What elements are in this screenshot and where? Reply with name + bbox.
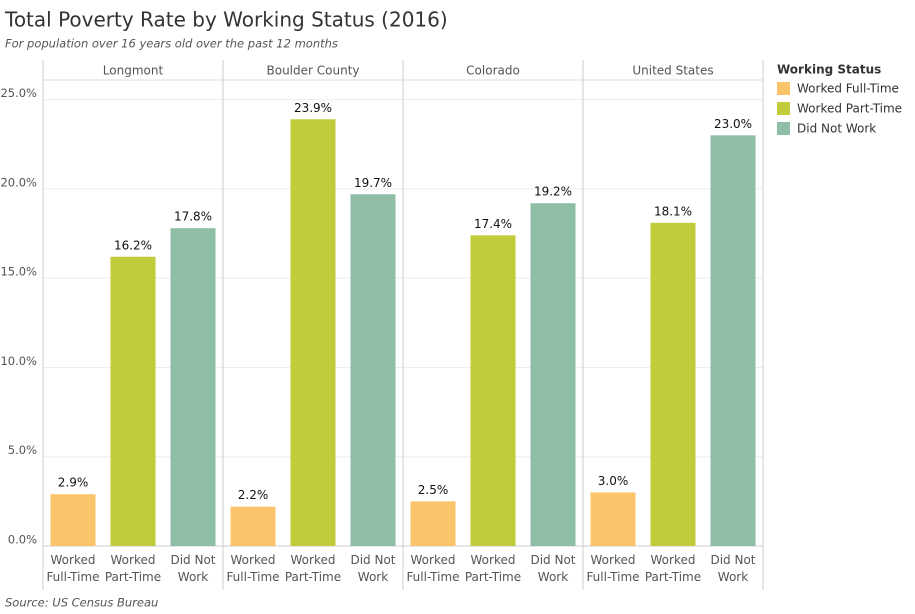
bar bbox=[590, 492, 636, 546]
x-tick-label: Did Not Work bbox=[170, 553, 216, 584]
data-label: 19.2% bbox=[534, 185, 572, 199]
y-tick-label: 10.0% bbox=[0, 354, 37, 368]
data-label: 2.2% bbox=[238, 488, 269, 502]
x-tick-label: Worked Full-Time bbox=[586, 553, 640, 584]
bar bbox=[170, 228, 216, 546]
source: Source: US Census Bureau bbox=[5, 596, 158, 610]
data-label: 23.0% bbox=[714, 117, 752, 131]
bar bbox=[650, 222, 696, 546]
facet-label: Boulder County bbox=[267, 64, 360, 78]
data-label: 19.7% bbox=[354, 176, 392, 190]
legend-label: Worked Part-Time bbox=[797, 102, 902, 116]
y-tick-label: 15.0% bbox=[0, 265, 37, 279]
facet-label: Colorado bbox=[466, 64, 520, 78]
data-label: 17.4% bbox=[474, 217, 512, 231]
legend-swatch bbox=[777, 82, 790, 95]
legend-swatch bbox=[777, 102, 790, 115]
facet-label: Longmont bbox=[103, 64, 164, 78]
x-tick-label: Worked Part-Time bbox=[104, 553, 162, 584]
bar bbox=[50, 494, 96, 546]
bar bbox=[530, 203, 576, 546]
x-tick-label: Did Not Work bbox=[350, 553, 396, 584]
bar bbox=[350, 194, 396, 547]
y-tick-label: 25.0% bbox=[0, 86, 37, 100]
data-label: 23.9% bbox=[294, 101, 332, 115]
data-label: 18.1% bbox=[654, 204, 692, 218]
data-label: 3.0% bbox=[598, 474, 629, 488]
x-tick-label: Worked Full-Time bbox=[226, 553, 280, 584]
y-tick-label: 0.0% bbox=[8, 533, 37, 547]
bar bbox=[110, 256, 156, 546]
bar bbox=[410, 501, 456, 546]
y-tick-label: 5.0% bbox=[8, 443, 37, 457]
x-tick-label: Worked Full-Time bbox=[46, 553, 100, 584]
data-label: 2.5% bbox=[418, 483, 449, 497]
legend-label: Did Not Work bbox=[797, 122, 876, 136]
data-label: 17.8% bbox=[174, 210, 212, 224]
data-label: 2.9% bbox=[58, 476, 89, 490]
facet-label: United States bbox=[632, 64, 713, 78]
bar bbox=[290, 119, 336, 546]
x-tick-label: Did Not Work bbox=[530, 553, 576, 584]
x-tick-label: Did Not Work bbox=[710, 553, 756, 584]
bar bbox=[710, 135, 756, 546]
y-tick-label: 20.0% bbox=[0, 175, 37, 189]
legend-title: Working Status bbox=[777, 63, 881, 77]
bar bbox=[470, 235, 516, 547]
legend-label: Worked Full-Time bbox=[797, 82, 899, 96]
x-tick-label: Worked Full-Time bbox=[406, 553, 460, 584]
x-tick-label: Worked Part-Time bbox=[284, 553, 342, 584]
data-label: 16.2% bbox=[114, 238, 152, 252]
chart-title: Total Poverty Rate by Working Status (20… bbox=[4, 8, 448, 32]
x-tick-label: Worked Part-Time bbox=[644, 553, 702, 584]
x-tick-label: Worked Part-Time bbox=[464, 553, 522, 584]
bar bbox=[230, 506, 276, 546]
legend-swatch bbox=[777, 122, 790, 135]
chart-subtitle: For population over 16 years old over th… bbox=[5, 37, 338, 51]
